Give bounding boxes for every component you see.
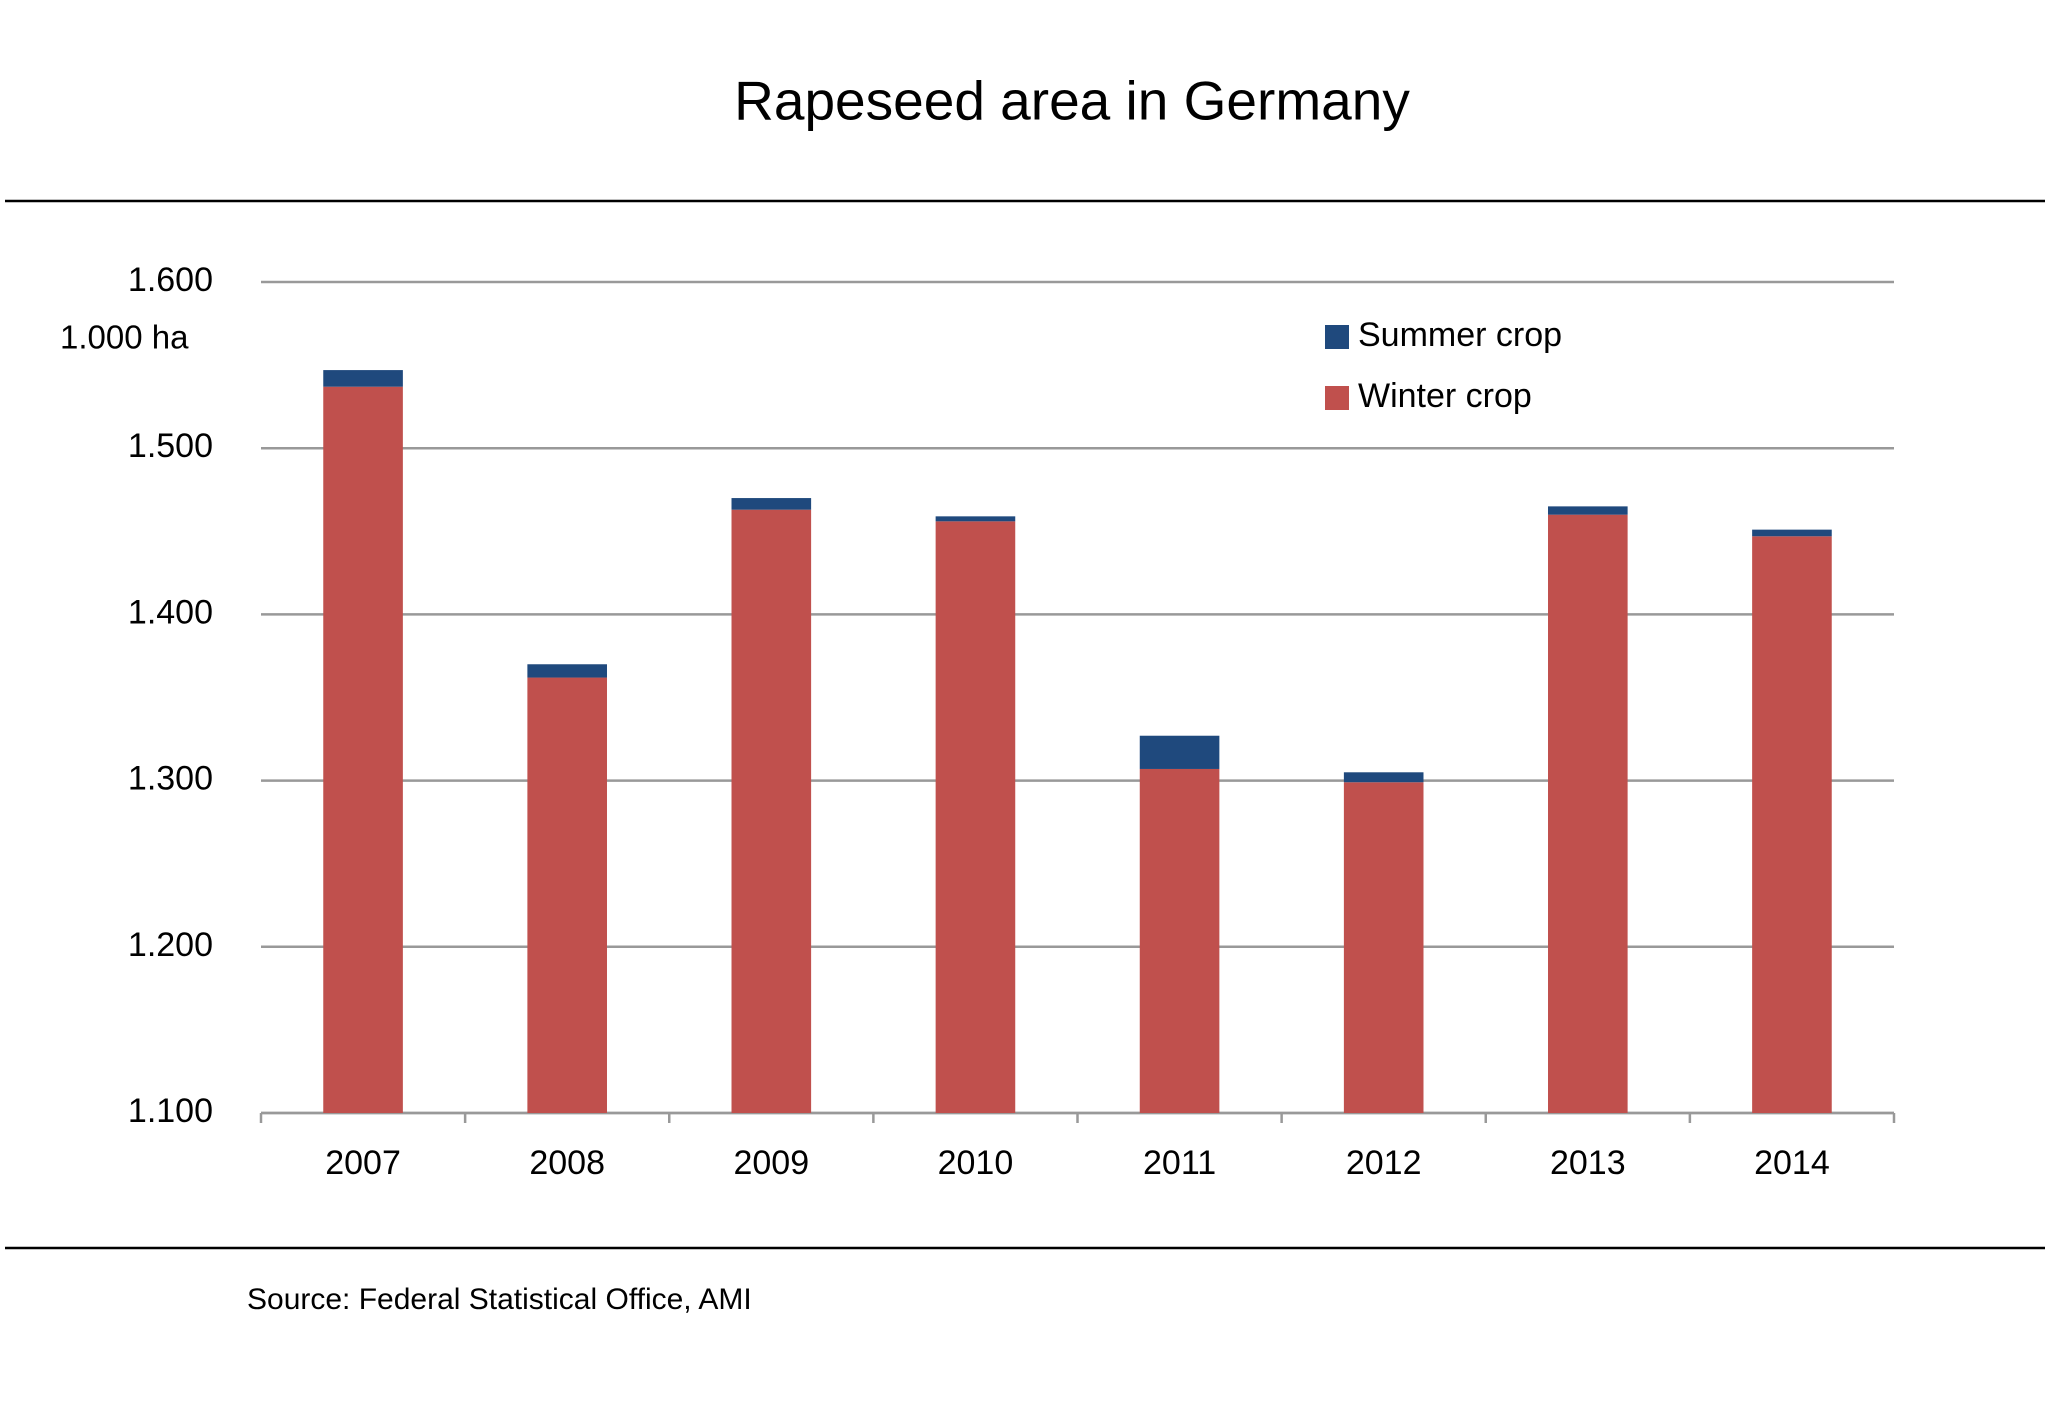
bar-segment bbox=[1548, 506, 1628, 515]
y-tick-label: 1.200 bbox=[128, 926, 213, 964]
bar-segment bbox=[731, 509, 812, 1114]
y-tick-label: 1.300 bbox=[128, 760, 213, 798]
bar-segment bbox=[1343, 772, 1424, 783]
bar-segment bbox=[935, 521, 1016, 1113]
y-tick-label: 1.500 bbox=[128, 427, 213, 465]
legend-label: Summer crop bbox=[1358, 316, 1562, 354]
legend-swatch bbox=[1325, 386, 1349, 410]
x-tick-label: 2013 bbox=[1550, 1144, 1626, 1182]
bar-segment bbox=[1139, 735, 1220, 769]
x-tick-label: 2011 bbox=[1143, 1144, 1216, 1182]
bar-segment bbox=[1752, 529, 1832, 537]
bar-segment bbox=[323, 370, 403, 387]
bar-segment bbox=[1548, 514, 1628, 1113]
x-tick-label: 2010 bbox=[938, 1144, 1014, 1182]
y-tick-label: 1.100 bbox=[128, 1092, 213, 1130]
source-note: Source: Federal Statistical Office, AMI bbox=[247, 1283, 752, 1316]
bar-segment bbox=[1139, 768, 1220, 1113]
bar-segment bbox=[527, 664, 607, 678]
x-tick-label: 2009 bbox=[733, 1144, 809, 1182]
bar-segment bbox=[731, 498, 812, 510]
bar-segment bbox=[1752, 536, 1832, 1113]
legend-swatch bbox=[1325, 325, 1349, 349]
bar-segment bbox=[935, 516, 1016, 522]
bar-segment bbox=[1343, 782, 1424, 1113]
bar-segment bbox=[527, 677, 607, 1113]
y-tick-label: 1.600 bbox=[128, 261, 213, 299]
y-axis-label: 1.000 ha bbox=[60, 319, 189, 356]
chart-title: Rapeseed area in Germany bbox=[734, 70, 1410, 132]
legend-label: Winter crop bbox=[1358, 377, 1532, 415]
x-tick-label: 2007 bbox=[325, 1144, 401, 1182]
bar-segment bbox=[323, 386, 403, 1113]
x-tick-label: 2014 bbox=[1754, 1144, 1830, 1182]
x-tick-label: 2008 bbox=[529, 1144, 605, 1182]
y-tick-label: 1.400 bbox=[128, 593, 213, 631]
x-tick-label: 2012 bbox=[1346, 1144, 1422, 1182]
